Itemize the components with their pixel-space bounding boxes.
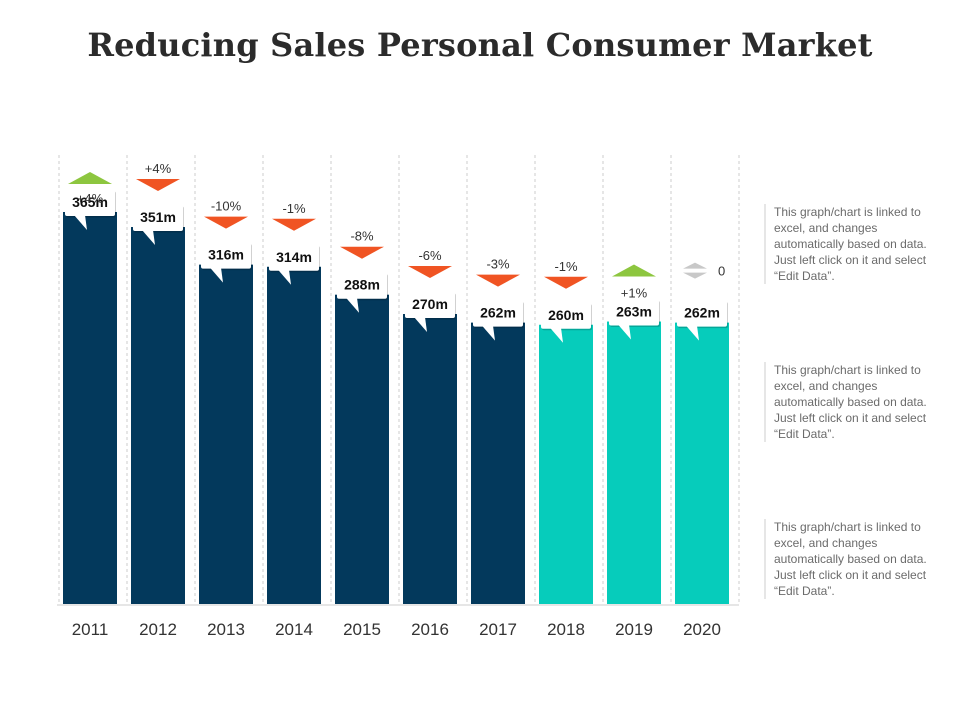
data-label: 270m (412, 296, 448, 312)
callout-tail (482, 325, 495, 341)
change-label: -6% (418, 248, 442, 263)
callout-box (337, 272, 387, 299)
down-arrow-icon (408, 266, 452, 279)
x-tick-label: 2019 (615, 620, 653, 639)
x-tick-label: 2014 (275, 620, 313, 639)
bar (335, 294, 389, 604)
callout-box (269, 244, 319, 271)
x-tick-label: 2013 (207, 620, 245, 639)
neutral-up-arrow-icon (683, 262, 707, 269)
callout-box (473, 300, 523, 327)
callout-box (405, 292, 455, 319)
data-label: 288m (344, 277, 380, 293)
change-label: -10% (211, 199, 242, 214)
data-label: 365m (72, 194, 108, 210)
callout-box (541, 302, 591, 329)
callout-tail (686, 325, 699, 341)
bar (403, 314, 457, 604)
bar (199, 264, 253, 604)
down-arrow-icon (544, 276, 588, 289)
change-label: -3% (486, 257, 510, 272)
callout-tail (142, 230, 155, 246)
callout-tail (210, 267, 223, 283)
bar (471, 322, 525, 604)
neutral-down-arrow-icon (683, 272, 707, 279)
callout-tail (74, 214, 87, 230)
change-label: -1% (282, 201, 306, 216)
x-tick-label: 2012 (139, 620, 177, 639)
down-arrow-icon (204, 216, 248, 229)
x-tick-label: 2018 (547, 620, 585, 639)
bar (131, 227, 185, 604)
callout-box (201, 242, 251, 269)
callout-tail (550, 327, 563, 343)
callout-tail (618, 324, 631, 340)
note-2: This graph/chart is linked to excel, and… (764, 362, 944, 442)
bar (675, 322, 729, 604)
x-tick-label: 2017 (479, 620, 517, 639)
down-arrow-icon (476, 274, 520, 287)
up-arrow-icon (612, 264, 656, 277)
callout-tail (346, 297, 359, 313)
bar (267, 266, 321, 604)
change-label: 0 (718, 264, 725, 279)
callout-box (133, 205, 183, 232)
data-label: 351m (140, 209, 176, 225)
data-label: 314m (276, 249, 312, 265)
data-label: 262m (684, 305, 720, 321)
change-label: -8% (350, 229, 374, 244)
change-label: +1% (621, 286, 648, 301)
bar (607, 321, 661, 604)
data-label: 262m (480, 305, 516, 321)
up-arrow-icon (68, 171, 112, 184)
callout-box (609, 299, 659, 326)
callout-tail (278, 269, 291, 285)
note-1: This graph/chart is linked to excel, and… (764, 204, 944, 284)
x-tick-label: 2015 (343, 620, 381, 639)
down-arrow-icon (272, 218, 316, 231)
x-tick-label: 2011 (72, 620, 109, 639)
data-label: 316m (208, 247, 244, 263)
change-label: +4% (145, 161, 172, 176)
data-label: 263m (616, 304, 652, 320)
down-arrow-icon (340, 246, 384, 259)
down-arrow-icon (136, 179, 180, 192)
change-label: -1% (554, 259, 578, 274)
data-label: 260m (548, 307, 584, 323)
change-label: +4% (77, 191, 104, 206)
chart-title: Reducing Sales Personal Consumer Market (87, 26, 873, 64)
note-3: This graph/chart is linked to excel, and… (764, 519, 944, 599)
x-tick-label: 2020 (683, 620, 721, 639)
callout-box (677, 300, 727, 327)
x-tick-label: 2016 (411, 620, 449, 639)
bar (539, 324, 593, 604)
callout-tail (414, 317, 427, 333)
callout-box (65, 189, 115, 216)
bar (63, 211, 117, 605)
